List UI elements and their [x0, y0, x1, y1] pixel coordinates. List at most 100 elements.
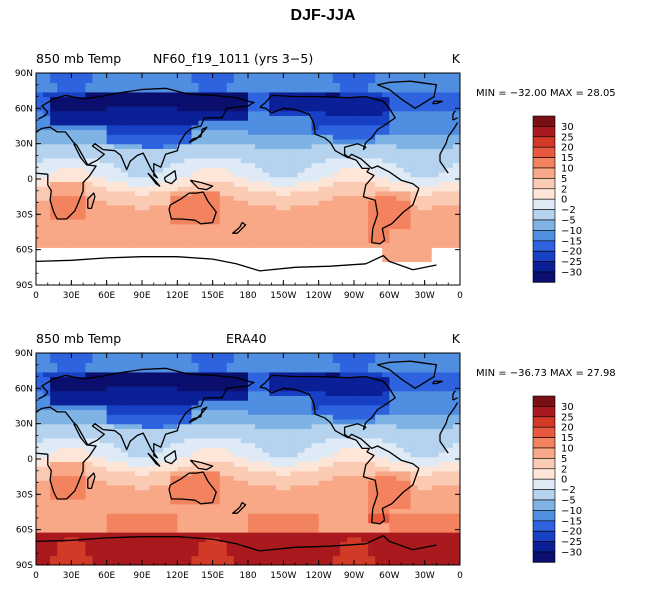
field-cell	[382, 461, 390, 467]
field-cell	[163, 115, 171, 121]
field-cell	[106, 494, 115, 500]
field-cell	[332, 73, 341, 79]
field-cell	[297, 466, 306, 472]
field-cell	[71, 266, 79, 272]
field-cell	[346, 181, 355, 187]
field-cell	[318, 186, 327, 192]
field-cell	[64, 456, 72, 462]
field-cell	[325, 475, 334, 481]
field-cell	[240, 546, 249, 552]
field-cell	[403, 242, 412, 248]
field-cell	[156, 129, 164, 135]
field-cell	[43, 447, 51, 453]
field-cell	[382, 233, 390, 239]
field-cell	[78, 550, 87, 557]
field-cell	[297, 461, 306, 467]
field-cell	[339, 124, 348, 131]
field-cell	[71, 120, 79, 126]
field-cell	[71, 91, 79, 98]
field-cell	[276, 153, 284, 159]
field-cell	[78, 442, 87, 448]
field-cell	[452, 101, 460, 107]
field-cell	[410, 470, 419, 477]
field-cell	[368, 494, 376, 500]
field-cell	[191, 414, 200, 420]
field-cell	[262, 110, 270, 116]
field-cell	[396, 418, 405, 425]
field-cell	[92, 484, 101, 491]
field-cell	[71, 200, 79, 206]
field-cell	[248, 527, 256, 533]
field-cell	[361, 228, 369, 234]
field-cell	[170, 176, 178, 182]
field-cell	[417, 555, 426, 561]
field-cell	[71, 433, 79, 439]
field-cell	[375, 437, 383, 444]
field-cell	[346, 77, 355, 84]
field-cell	[170, 447, 178, 453]
field-cell	[297, 186, 306, 192]
field-cell	[127, 466, 136, 472]
field-cell	[318, 400, 327, 406]
field-cell	[304, 167, 313, 173]
field-cell	[424, 461, 433, 467]
field-cell	[262, 466, 270, 472]
field-cell	[396, 200, 405, 206]
field-cell	[198, 242, 207, 248]
field-cell	[149, 110, 157, 116]
field-cell	[290, 280, 299, 285]
field-cell	[396, 256, 405, 263]
field-cell	[163, 143, 171, 149]
field-cell	[276, 247, 284, 253]
field-cell	[417, 242, 426, 248]
field-cell	[438, 550, 447, 557]
field-cell	[424, 115, 433, 121]
field-cell	[106, 433, 115, 439]
field-cell	[240, 110, 249, 116]
field-cell	[212, 541, 221, 547]
field-cell	[43, 546, 51, 552]
field-cell	[156, 461, 164, 467]
field-cell	[240, 237, 249, 244]
field-cell	[205, 470, 214, 477]
field-cell	[339, 82, 348, 88]
field-cell	[233, 195, 242, 201]
field-cell	[346, 461, 355, 467]
field-cell	[417, 522, 426, 528]
field-cell	[382, 148, 390, 154]
field-cell	[368, 120, 376, 126]
field-cell	[311, 157, 320, 164]
field-cell	[332, 527, 341, 533]
field-cell	[389, 91, 397, 98]
field-cell	[368, 433, 376, 439]
field-cell	[304, 536, 313, 543]
field-cell	[389, 433, 397, 439]
field-cell	[431, 138, 440, 145]
field-cell	[205, 87, 214, 93]
field-cell	[149, 186, 157, 192]
field-cell	[361, 214, 369, 220]
field-cell	[127, 129, 136, 135]
field-cell	[149, 167, 157, 173]
field-cell	[191, 115, 200, 121]
field-cell	[240, 204, 249, 211]
field-cell	[113, 143, 122, 149]
field-cell	[332, 256, 341, 263]
field-cell	[226, 148, 235, 154]
field-cell	[248, 214, 256, 220]
field-cell	[92, 400, 101, 406]
field-cell	[64, 157, 72, 164]
field-cell	[311, 555, 320, 561]
field-cell	[375, 270, 383, 277]
field-cell	[354, 214, 362, 220]
field-cell	[163, 219, 171, 225]
field-cell	[431, 433, 440, 439]
field-cell	[205, 181, 214, 187]
field-cell	[354, 470, 362, 477]
field-cell	[142, 157, 150, 164]
field-cell	[198, 124, 207, 131]
field-cell	[71, 451, 79, 458]
field-cell	[233, 167, 242, 173]
field-cell	[205, 489, 214, 495]
field-cell	[191, 195, 200, 201]
